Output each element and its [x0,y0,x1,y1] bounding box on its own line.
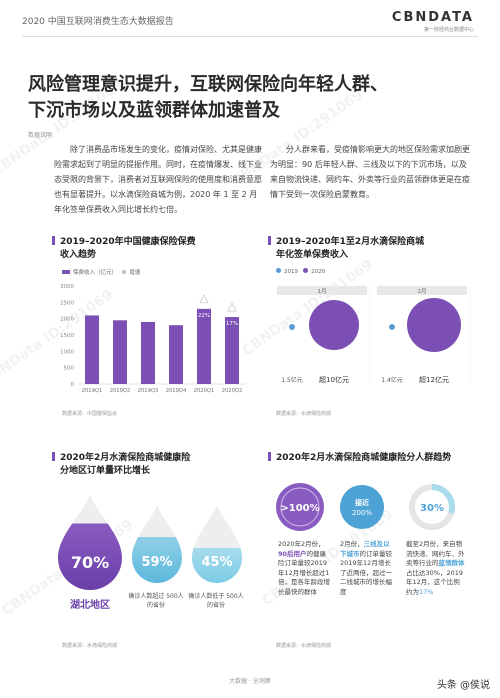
bar [141,321,155,384]
x-tick-label: 2020Q2 [222,388,243,394]
chart1-bar-chart: 0 500 1000 1500 2000 2500 3000 2019Q1 2019Q2 2019… [60,284,246,394]
y-tick-label: 0 [71,382,75,388]
section-marker [268,452,271,461]
month-label: 1月 [318,288,327,295]
chart1-legend: 保费收入（亿元） 增速 [62,268,140,276]
growth-label: 17% [226,321,238,327]
crowd-lowtier-text: 2月份，三线及以下城市的订单量较2019年12月增长了近两倍，超过一二线城市的增… [340,540,392,596]
header-divider [22,36,478,37]
drop-under500 [192,505,242,583]
y-tick-label: 1000 [60,349,74,355]
drop-hubei [58,495,122,590]
page-title: 风险管理意识提升，互联网保险向年轻人群、 下沉市场以及蓝领群体加速普及 [28,72,478,124]
chart2-title: 2019–2020年1至2月水滴保险商城 年化签单保费收入 [268,236,424,262]
x-tick-label: 2020Q1 [194,388,215,394]
crowd-badges: >100% 接近 200% 30% [276,483,455,531]
drop-over500 [132,505,182,583]
logo-subtitle: 第一财经商业数据中心 [423,27,474,33]
drop-hubei-pct: 70% [71,553,109,572]
chart1-source: 数据来源：中国银保监会 [62,411,118,417]
month-header [377,286,467,295]
y-tick-label: 2500 [60,300,74,306]
x-tick-label: 2019Q4 [166,388,187,394]
region-label: 湖北地区 [70,598,110,611]
month-header [277,286,367,295]
bubble-2019 [289,324,295,330]
over500-caption: 确诊人数超过 500人的省份 [128,593,184,609]
badge-bluecollar-text: 30% [420,503,444,514]
y-tick-label: 3000 [60,284,74,290]
bubble-2020-label: 超10亿元 [319,375,349,384]
x-tick-label: 2019Q1 [82,388,103,394]
drop-under500-pct: 45% [201,555,232,570]
bubble-2020-label: 超12亿元 [419,375,449,384]
bubble-2020 [309,300,359,350]
title-line-1: 风险管理意识提升，互联网保险向年轻人群、 [28,74,388,95]
chart2-legend: 2019 2020 [276,268,325,275]
crowd-bluecollar-text: 截至2月份，来自物流快递、网约车、外卖等行业的蓝领群体占比达30%，2019年1… [406,540,465,596]
badge-lowtier-line1: 接近 [355,498,369,507]
y-tick-label: 500 [64,366,75,372]
report-header: 2020 中国互联网消费生态大数据报告 [22,17,174,27]
x-tick-label: 2019Q3 [138,388,159,394]
badge-young-text: >100% [280,503,319,514]
growth-marker-icon [227,302,237,312]
section-tag: 数据说明 [28,132,53,139]
bubble-2019-label: 1.4亿元 [381,376,403,384]
month-label: 2月 [418,288,427,295]
crowd-young-text: 2020年2月份，90后用户的健康险订单量较2019年12月增长超过1倍，是各年… [278,540,330,596]
chart2-bubble-chart: 1月 1.5亿元 超10亿元 2月 1.4亿元 超12亿元 [277,286,471,384]
cbndata-logo: CBNDATA [391,10,474,25]
chart2-source: 数据来源：水滴保险商城 [276,411,332,417]
section-marker [52,236,55,245]
bar [85,315,99,384]
bar [197,308,211,384]
section4-source: 数据来源：水滴保险商城 [276,643,332,649]
section3-title: 2020年2月水滴保险商城健康险 分地区订单量环比增长 [52,452,190,478]
x-tick-label: 2019Q2 [110,388,131,394]
bubble-2020 [407,298,461,352]
y-tick-label: 2000 [60,317,74,323]
title-line-2: 下沉市场以及蓝领群体加速普及 [28,100,280,121]
bar [169,325,183,384]
under500-caption: 确诊人数低于 500人的省份 [188,593,244,609]
legend-2020-icon [303,268,309,273]
page-footer: 大数据 · 全洞察 [229,678,271,685]
y-tick-label: 1500 [60,333,74,339]
badge-bluecollar-arc [431,484,455,514]
bar [113,320,127,384]
section-marker [268,236,271,245]
legend-2019-icon [276,268,281,273]
badge-young [276,483,324,531]
section3-source: 数据来源：水滴保险商城 [62,643,118,649]
section-marker [52,452,55,461]
bubble-2019 [389,324,395,330]
paragraph-left: 除了消费品市场发生的变化，疫情对保险、尤其是健康险需求起到了明显的提振作用。同时… [54,145,262,214]
chart1-title: 2019–2020年中国健康保险保费 收入趋势 [52,236,196,262]
paragraph-right: 分人群来看，受疫情影响更大的地区保险需求加剧更为明显：90 后年轻人群、三线及以… [270,145,470,199]
legend-dot-icon [122,270,127,274]
region-drop-chart: 70% 59% 45% 湖北地区 [58,495,242,611]
badge-lowtier-line2: 200% [352,509,372,517]
drop-over500-pct: 59% [141,555,172,570]
section4-title: 2020年2月水滴保险商城健康险分人群趋势 [268,452,451,465]
growth-label: 22% [198,313,210,319]
legend-swatch-icon [62,270,70,274]
growth-marker-icon [199,294,209,304]
bar [225,317,239,384]
bubble-2019-label: 1.5亿元 [281,376,303,384]
toutiao-watermark: 头条 @侯说 [436,680,490,691]
badge-lowtier [340,485,384,529]
